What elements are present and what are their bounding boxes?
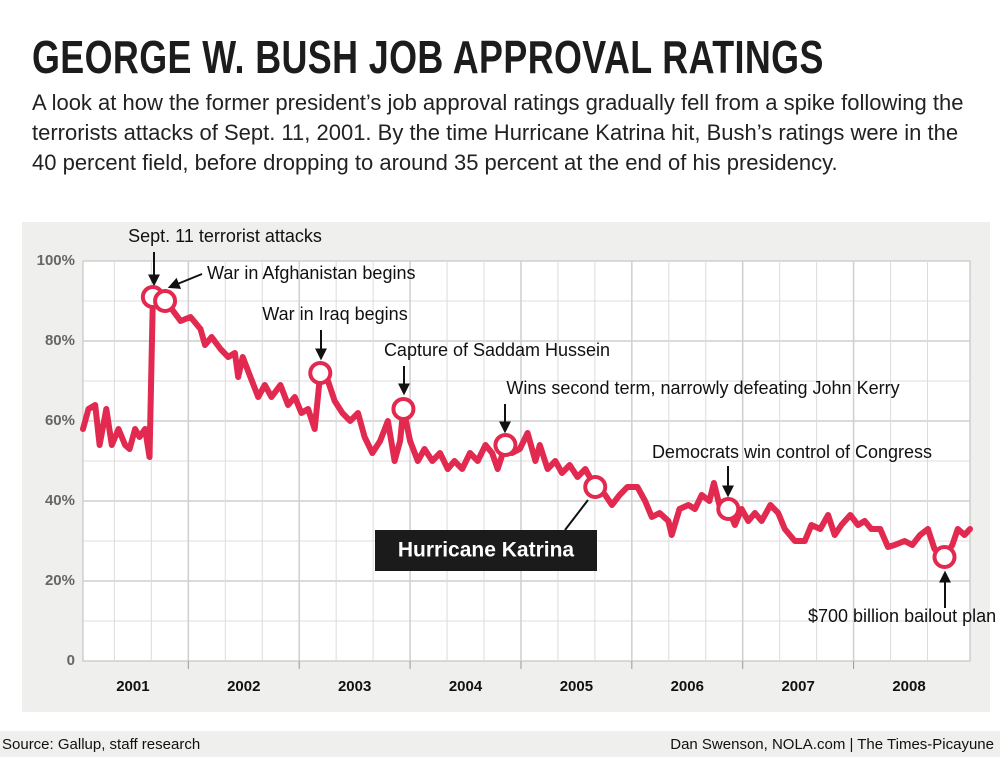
annotation-label: War in Iraq begins <box>262 304 407 324</box>
y-tick-label: 100% <box>37 252 75 269</box>
annotation-label: $700 billion bailout plan signed <box>808 606 1000 626</box>
annotation-connector <box>564 499 589 531</box>
annotation-marker <box>493 433 518 457</box>
y-tick-label: 40% <box>45 492 75 509</box>
credit: Dan Swenson, NOLA.com | The Times-Picayu… <box>670 736 994 753</box>
annotation-marker <box>153 289 178 313</box>
annotation-marker <box>716 497 741 521</box>
grid <box>83 260 970 669</box>
axis-labels: 0 20% 40% 60% 80% 100% 2001 2002 2003 2004 2005 200… <box>37 252 926 695</box>
annotation-label: War in Afghanistan begins <box>207 263 415 283</box>
x-tick-label: 2005 <box>560 678 593 695</box>
annotation-marker <box>583 475 608 499</box>
annotation-arrow <box>167 273 203 289</box>
chart-title: GEORGE W. BUSH JOB APPROVAL RATINGS <box>32 31 824 83</box>
x-tick-label: 2007 <box>781 678 814 695</box>
annotation-label: Capture of Saddam Hussein <box>384 340 610 360</box>
source: Source: Gallup, staff research <box>2 736 200 753</box>
x-tick-label: 2008 <box>892 678 925 695</box>
annotation-marker <box>391 397 416 421</box>
annotation-label: Hurricane Katrina <box>398 539 575 562</box>
y-tick-label: 80% <box>45 332 75 349</box>
annotation-label: Sept. 11 terrorist attacks <box>128 226 322 246</box>
x-tick-label: 2006 <box>671 678 704 695</box>
x-tick-label: 2004 <box>449 678 483 695</box>
approval-line <box>80 294 973 560</box>
footer-band <box>0 731 1000 757</box>
x-tick-label: 2003 <box>338 678 371 695</box>
y-tick-label: 20% <box>45 572 75 589</box>
annotation-label: Democrats win control of Congress <box>652 442 932 462</box>
annotation-box <box>375 530 597 571</box>
x-tick-label: 2002 <box>227 678 260 695</box>
y-tick-label: 60% <box>45 412 75 429</box>
x-tick-label: 2001 <box>116 678 149 695</box>
chart-subtitle: A look at how the former president’s job… <box>32 90 964 175</box>
annotation-marker <box>932 545 957 569</box>
annotation-marker <box>308 361 333 385</box>
annotation-label: Wins second term, narrowly defeating Joh… <box>506 378 899 398</box>
y-tick-label: 0 <box>67 652 75 669</box>
